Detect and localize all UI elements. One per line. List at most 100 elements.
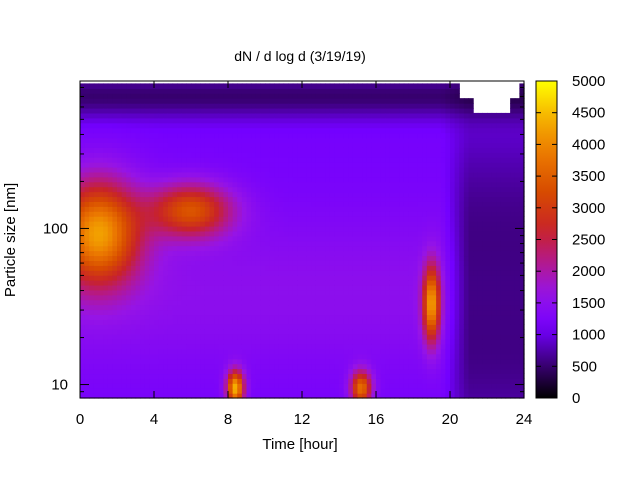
heatmap-cell (334, 117, 340, 124)
heatmap-cell (195, 107, 201, 114)
heatmap-cell (163, 378, 169, 384)
heatmap-cell (436, 284, 442, 291)
heatmap-cell (255, 304, 261, 311)
heatmap-cell (274, 299, 280, 306)
heatmap-cell (366, 270, 372, 276)
heatmap-cell (89, 284, 95, 291)
heatmap-cell (246, 304, 252, 311)
heatmap-cell (144, 152, 150, 158)
heatmap-cell (223, 353, 229, 360)
heatmap-cell (93, 230, 100, 237)
heatmap-cell (246, 373, 252, 379)
heatmap-cell (154, 157, 160, 163)
heatmap-cell (325, 368, 331, 375)
heatmap-cell (167, 171, 174, 178)
heatmap-cell (223, 112, 229, 119)
heatmap-cell (297, 319, 303, 325)
heatmap-cell (422, 378, 428, 384)
heatmap-cell (343, 250, 349, 257)
heatmap-cell (154, 260, 160, 266)
heatmap-cell (195, 166, 201, 173)
heatmap-cell (431, 166, 437, 173)
heatmap-cell (195, 348, 201, 355)
heatmap-cell (121, 157, 127, 163)
heatmap-cell (278, 191, 285, 198)
heatmap-cell (265, 245, 271, 252)
heatmap-cell (362, 373, 368, 379)
heatmap-cell (209, 334, 215, 340)
heatmap-cell (84, 358, 90, 365)
heatmap-cell (98, 294, 104, 301)
heatmap-cell (241, 230, 248, 237)
heatmap-cell (177, 216, 183, 222)
heatmap-cell (297, 93, 303, 99)
heatmap-cell (348, 157, 354, 163)
heatmap-cell (167, 343, 174, 350)
heatmap-cell (107, 373, 113, 379)
heatmap-cell (315, 255, 322, 261)
heatmap-cell (149, 107, 155, 114)
heatmap-cell (265, 289, 271, 296)
heatmap-cell (232, 103, 238, 109)
heatmap-cell (413, 348, 419, 355)
heatmap-cell (237, 171, 243, 178)
heatmap-cell (93, 275, 100, 281)
heatmap-cell (339, 250, 345, 257)
heatmap-cell (200, 319, 206, 325)
heatmap-cell (334, 216, 340, 222)
heatmap-cell (306, 363, 312, 370)
heatmap-cell (126, 186, 132, 193)
heatmap-cell (200, 275, 206, 281)
heatmap-cell (200, 255, 206, 261)
heatmap-cell (140, 201, 146, 207)
heatmap-cell (306, 388, 312, 394)
heatmap-cell (158, 260, 164, 266)
heatmap-cell (246, 112, 252, 119)
heatmap-cell (117, 294, 123, 301)
heatmap-cell (389, 314, 396, 320)
heatmap-cell (246, 240, 252, 247)
heatmap-cell (403, 216, 409, 222)
heatmap-cell (251, 235, 257, 242)
heatmap-cell (89, 186, 95, 193)
heatmap-cell (399, 157, 405, 163)
heatmap-cell (172, 260, 178, 266)
heatmap-cell (121, 353, 127, 360)
heatmap-cell (112, 221, 118, 227)
heatmap-cell (209, 117, 215, 124)
heatmap-cell (306, 152, 312, 158)
heatmap-cell (163, 319, 169, 325)
heatmap-cell (283, 388, 289, 394)
heatmap-cell (232, 235, 238, 242)
heatmap-cell (241, 329, 248, 335)
heatmap-cell (431, 216, 437, 222)
heatmap-cell (339, 103, 345, 109)
heatmap-cell (357, 211, 363, 217)
heatmap-cell (209, 284, 215, 291)
heatmap-cell (413, 339, 419, 345)
heatmap-cell (204, 216, 211, 222)
heatmap-cell (89, 201, 95, 207)
heatmap-cell (362, 245, 368, 252)
heatmap-cell (269, 255, 275, 261)
heatmap-cell (218, 191, 224, 198)
heatmap-cell (167, 299, 174, 306)
heatmap-cell (320, 363, 326, 370)
heatmap-cell (255, 363, 261, 370)
heatmap-cell (274, 339, 280, 345)
heatmap-cell (408, 280, 414, 286)
heatmap-cell (140, 221, 146, 227)
heatmap-cell (278, 265, 285, 271)
heatmap-cell (352, 122, 359, 129)
heatmap-cell (103, 122, 109, 129)
heatmap-cell (436, 343, 442, 350)
heatmap-cell (154, 339, 160, 345)
heatmap-cell (403, 230, 409, 237)
heatmap-cell (80, 152, 86, 158)
heatmap-cell (352, 363, 359, 370)
heatmap-cell (158, 186, 164, 193)
heatmap-cell (417, 255, 423, 261)
heatmap-cell (315, 107, 322, 114)
heatmap-cell (380, 98, 386, 104)
heatmap-cell (348, 221, 354, 227)
